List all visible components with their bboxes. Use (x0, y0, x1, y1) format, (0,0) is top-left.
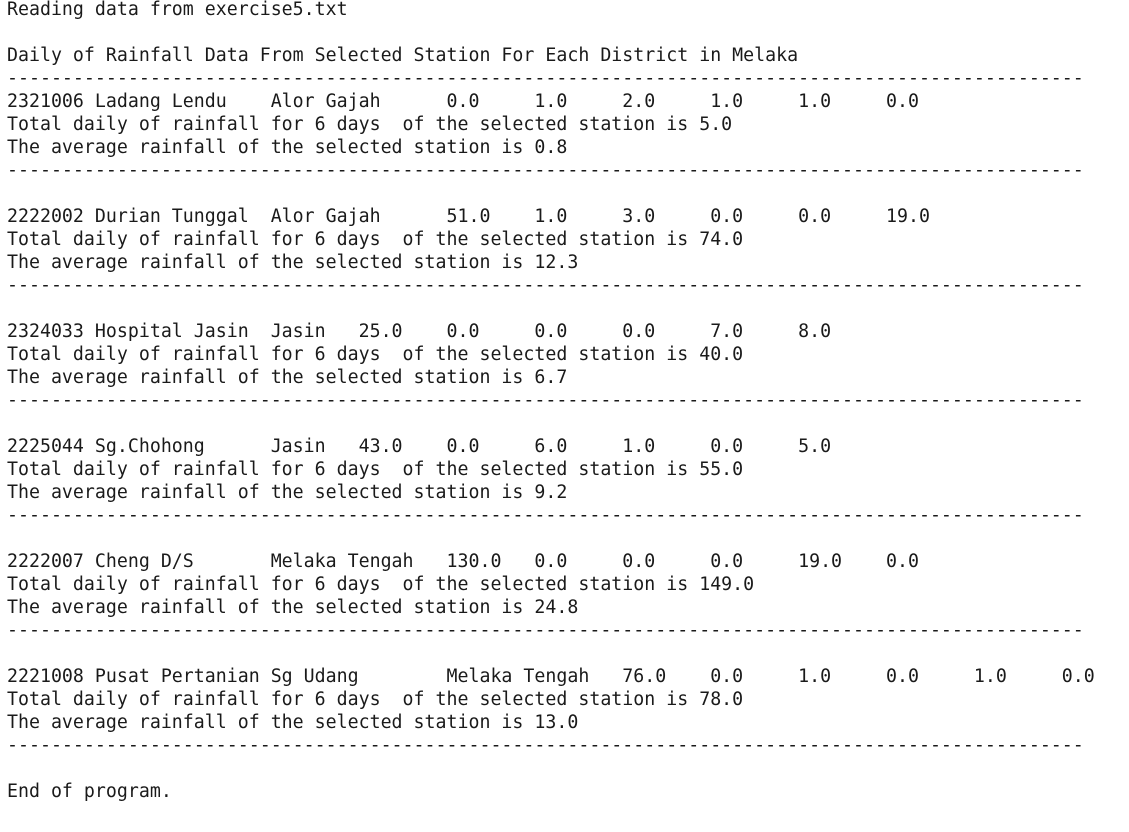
blank-line (7, 297, 1125, 320)
station-average-line: The average rainfall of the selected sta… (7, 482, 568, 503)
separator-line: ----------------------------------------… (7, 68, 1084, 89)
station-average-line: The average rainfall of the selected sta… (7, 597, 579, 618)
blank-line (7, 412, 1125, 435)
station-total-line: Total daily of rainfall for 6 days of th… (7, 689, 744, 710)
station-total-line: Total daily of rainfall for 6 days of th… (7, 344, 744, 365)
blank-line (7, 642, 1125, 665)
station-data-line: 2321006 Ladang Lendu Alor Gajah 0.0 1.0 … (7, 91, 919, 112)
station-data-line: 2221008 Pusat Pertanian Sg Udang Melaka … (7, 666, 1095, 687)
separator-line: ----------------------------------------… (7, 505, 1084, 526)
separator-line: ----------------------------------------… (7, 735, 1084, 756)
reading-message: Reading data from exercise5.txt (7, 0, 348, 20)
station-average-line: The average rainfall of the selected sta… (7, 137, 568, 158)
report-heading: Daily of Rainfall Data From Selected Sta… (7, 45, 799, 66)
end-message: End of program. (7, 781, 172, 802)
console-output: Reading data from exercise5.txt Daily of… (7, 0, 1125, 803)
station-total-line: Total daily of rainfall for 6 days of th… (7, 229, 744, 250)
station-data-line: 2222002 Durian Tunggal Alor Gajah 51.0 1… (7, 206, 930, 227)
station-data-line: 2324033 Hospital Jasin Jasin 25.0 0.0 0.… (7, 321, 832, 342)
station-total-line: Total daily of rainfall for 6 days of th… (7, 114, 733, 135)
station-average-line: The average rainfall of the selected sta… (7, 712, 579, 733)
station-data-line: 2225044 Sg.Chohong Jasin 43.0 0.0 6.0 1.… (7, 436, 832, 457)
blank-line (7, 527, 1125, 550)
blank-line (7, 757, 1125, 780)
separator-line: ----------------------------------------… (7, 620, 1084, 641)
blank-line (7, 182, 1125, 205)
separator-line: ----------------------------------------… (7, 160, 1084, 181)
station-average-line: The average rainfall of the selected sta… (7, 367, 568, 388)
station-total-line: Total daily of rainfall for 6 days of th… (7, 574, 755, 595)
separator-line: ----------------------------------------… (7, 390, 1084, 411)
station-average-line: The average rainfall of the selected sta… (7, 252, 579, 273)
separator-line: ----------------------------------------… (7, 275, 1084, 296)
station-total-line: Total daily of rainfall for 6 days of th… (7, 459, 744, 480)
blank-line (7, 21, 1125, 44)
station-data-line: 2222007 Cheng D/S Melaka Tengah 130.0 0.… (7, 551, 919, 572)
